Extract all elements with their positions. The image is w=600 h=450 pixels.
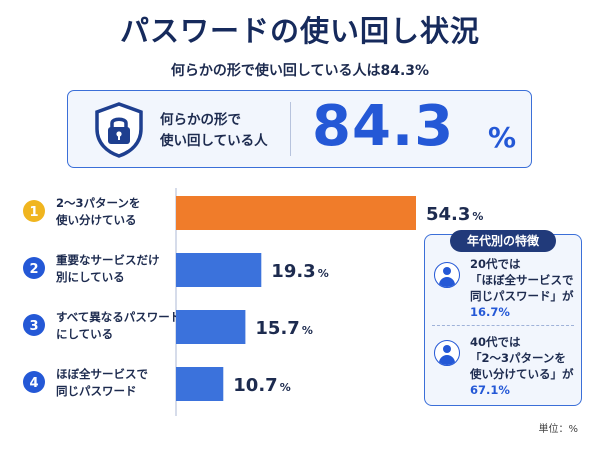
category-label: 重要なサービスだけ bbox=[56, 253, 160, 267]
note-line: 「ほぼ全サービスで bbox=[470, 273, 574, 287]
rank-badge bbox=[23, 257, 45, 279]
note-unit: % bbox=[498, 305, 510, 319]
rank-number: 4 bbox=[29, 376, 38, 391]
note-line: 20代では bbox=[470, 257, 521, 271]
age-insight-header: 年代別の特徴 bbox=[450, 230, 556, 252]
rank-badge bbox=[23, 371, 45, 393]
person-icon bbox=[434, 340, 460, 366]
rank-number: 1 bbox=[29, 205, 38, 220]
page-title: パスワードの使い回し状況 bbox=[119, 14, 480, 48]
bar bbox=[176, 310, 246, 344]
data-label-unit: % bbox=[302, 324, 313, 337]
bar bbox=[176, 253, 262, 287]
category-label: ほぼ全サービスで bbox=[56, 367, 148, 381]
hero-label-line2: 使い回している人 bbox=[160, 133, 268, 149]
age-note-40s: 40代では 「2〜3パターンを 使い分けている」が 67.1% bbox=[470, 334, 578, 398]
hero-divider bbox=[290, 102, 291, 156]
rank-number: 2 bbox=[29, 262, 38, 277]
rank-badge bbox=[23, 200, 45, 222]
category-label: 使い分けている bbox=[55, 213, 137, 227]
page-subtitle: 何らかの形で使い回している人は84.3% bbox=[170, 63, 430, 79]
bar bbox=[176, 196, 416, 230]
data-label: 54.3% bbox=[426, 204, 483, 225]
note-value: 67.1 bbox=[470, 383, 499, 397]
note-line: 使い分けている」が bbox=[470, 367, 574, 381]
note-line: 40代では bbox=[470, 335, 521, 349]
hero-unit: % bbox=[488, 121, 517, 154]
hero-label: 何らかの形で 使い回している人 bbox=[160, 110, 268, 152]
note-value: 16.7 bbox=[470, 305, 499, 319]
category-label: すべて異なるパスワード bbox=[56, 310, 181, 324]
category-label: にしている bbox=[56, 327, 113, 341]
person-icon bbox=[434, 262, 460, 288]
data-label: 15.7% bbox=[255, 318, 312, 339]
hero-card: 何らかの形で 使い回している人 84.3 % bbox=[67, 90, 532, 168]
data-label-unit: % bbox=[472, 210, 483, 223]
data-label-unit: % bbox=[318, 267, 329, 280]
note-line: 「2〜3パターンを bbox=[470, 351, 566, 365]
shield-lock-icon bbox=[95, 102, 143, 158]
panel-divider bbox=[432, 325, 574, 326]
rank-badge bbox=[23, 314, 45, 336]
hero-label-line1: 何らかの形で bbox=[160, 112, 241, 128]
unit-note: 単位：% bbox=[538, 424, 578, 435]
data-label: 19.3% bbox=[271, 261, 328, 282]
category-label: 同じパスワード bbox=[56, 384, 137, 398]
data-label-unit: % bbox=[280, 381, 291, 394]
data-label: 10.7% bbox=[233, 375, 290, 396]
category-label: 2〜3パターンを bbox=[56, 196, 140, 210]
category-label: 別にしている bbox=[55, 270, 125, 284]
age-note-20s: 20代では 「ほぼ全サービスで 同じパスワード」が 16.7% bbox=[470, 256, 578, 320]
rank-number: 3 bbox=[29, 319, 38, 334]
note-unit: % bbox=[498, 383, 510, 397]
bar bbox=[176, 367, 224, 401]
note-line: 同じパスワード」が bbox=[470, 289, 574, 303]
hero-value: 84.3 bbox=[312, 94, 455, 159]
